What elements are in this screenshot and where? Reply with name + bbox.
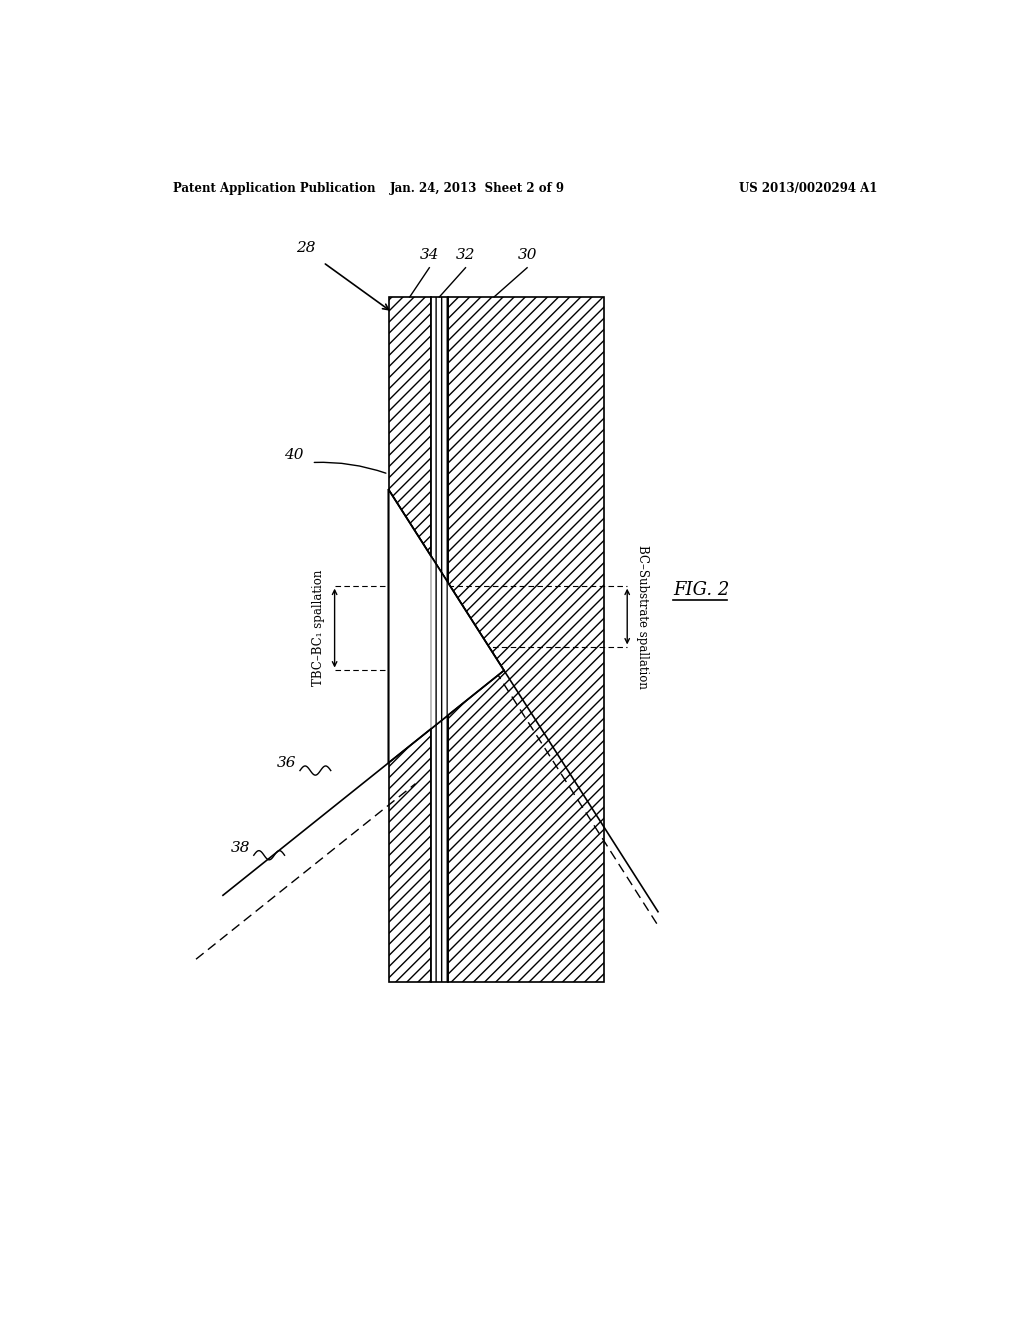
Polygon shape: [431, 297, 447, 982]
Polygon shape: [447, 297, 604, 982]
Text: 28: 28: [296, 240, 315, 255]
Text: 32: 32: [456, 248, 475, 263]
Text: 30: 30: [517, 248, 537, 263]
Polygon shape: [431, 556, 447, 729]
Text: 34: 34: [420, 248, 439, 263]
Text: 38: 38: [230, 841, 250, 854]
Text: Patent Application Publication: Patent Application Publication: [173, 182, 376, 194]
Polygon shape: [388, 490, 504, 763]
Polygon shape: [388, 297, 431, 982]
Text: US 2013/0020294 A1: US 2013/0020294 A1: [739, 182, 878, 194]
Text: Jan. 24, 2013  Sheet 2 of 9: Jan. 24, 2013 Sheet 2 of 9: [389, 182, 564, 194]
Text: TBC–BC₁ spallation: TBC–BC₁ spallation: [312, 570, 326, 686]
Text: FIG. 2: FIG. 2: [674, 581, 730, 598]
Text: 36: 36: [276, 756, 296, 770]
Text: 40: 40: [285, 447, 304, 462]
Text: BC–Substrate spallation: BC–Substrate spallation: [637, 545, 649, 689]
